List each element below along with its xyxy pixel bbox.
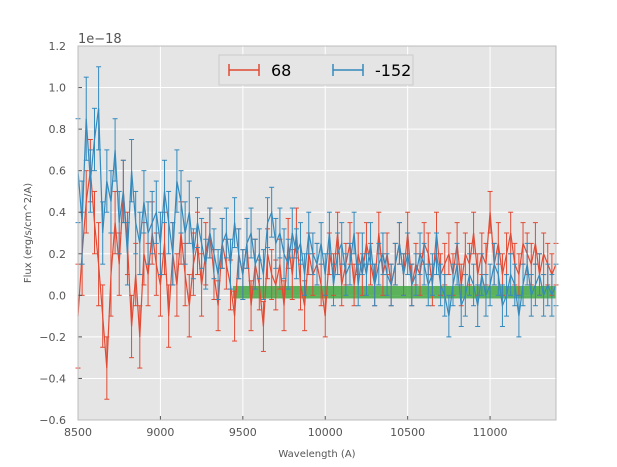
x-tick-label: 11000 bbox=[473, 426, 508, 439]
y-tick-label: −0.4 bbox=[39, 372, 66, 385]
y-tick-label: 0.2 bbox=[49, 248, 67, 261]
x-tick-label: 9000 bbox=[146, 426, 174, 439]
y-tick-label: 1.0 bbox=[49, 82, 67, 95]
x-axis-label: Wavelength (A) bbox=[278, 449, 355, 460]
y-offset-label: 1e−18 bbox=[78, 32, 122, 47]
y-axis-ticks: −0.6 −0.4 −0.2 0.0 0.2 0.4 0.6 0.8 1.0 1.2 bbox=[39, 40, 82, 427]
y-tick-label: 0.4 bbox=[49, 206, 67, 219]
y-tick-label: −0.6 bbox=[39, 414, 66, 427]
x-tick-label: 10000 bbox=[308, 426, 343, 439]
x-tick-label: 9500 bbox=[229, 426, 257, 439]
series-2 bbox=[75, 66, 559, 338]
series-line bbox=[77, 108, 557, 317]
series-layer bbox=[75, 66, 559, 400]
plot-frame bbox=[77, 45, 557, 421]
y-tick-label: 0.6 bbox=[49, 165, 67, 178]
legend: 68 -152 bbox=[218, 54, 414, 86]
x-axis-ticks: 8500 9000 9500 10000 10500 11000 bbox=[64, 416, 508, 439]
x-tick-label: 10500 bbox=[390, 426, 425, 439]
y-axis-label: Flux (erg/s/cm^2/A) bbox=[23, 183, 34, 283]
y-tick-label: 0.0 bbox=[49, 289, 67, 302]
x-tick-label: 8500 bbox=[64, 426, 92, 439]
y-tick-label: 0.8 bbox=[49, 123, 67, 136]
legend-label: -152 bbox=[375, 61, 411, 80]
legend-label: 68 bbox=[271, 61, 291, 80]
y-tick-label: −0.2 bbox=[39, 331, 66, 344]
y-tick-label: 1.2 bbox=[49, 40, 67, 53]
